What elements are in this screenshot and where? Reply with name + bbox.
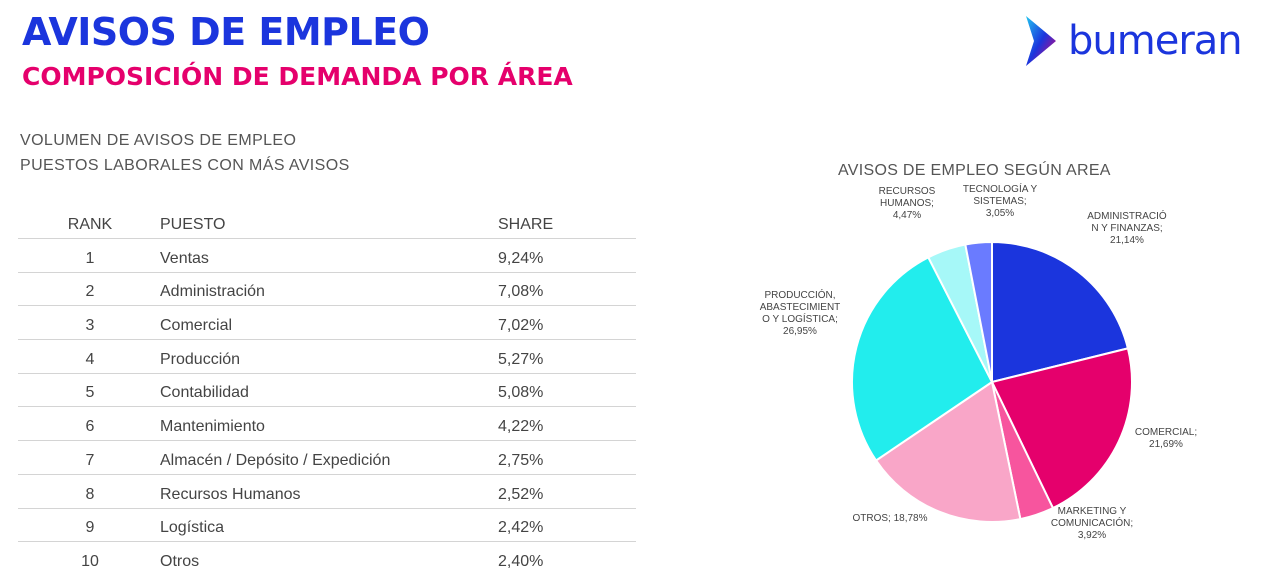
bumeran-logo: bumeran xyxy=(1020,12,1280,72)
pie-label-line: SISTEMAS; xyxy=(973,196,1027,207)
table-row: 3 Comercial 7,02% xyxy=(18,306,636,341)
puesto-cell: Recursos Humanos xyxy=(160,485,301,503)
share-cell: 2,42% xyxy=(498,519,544,537)
pie-slice-label: ADMINISTRACIÓ N Y FINANZAS; 21,14% xyxy=(1067,211,1187,247)
puesto-cell: Logística xyxy=(160,519,225,537)
pie-label-line: N Y FINANZAS; xyxy=(1091,223,1163,234)
rank-cell: 5 xyxy=(85,384,95,402)
puesto-cell: Ventas xyxy=(160,249,209,267)
rank-cell: 4 xyxy=(85,350,95,368)
table-row: 5 Contabilidad 5,08% xyxy=(18,374,636,408)
header-puesto: PUESTO xyxy=(160,216,226,233)
pie-label-line: 21,14% xyxy=(1110,235,1144,246)
rank-cell: 10 xyxy=(81,552,99,570)
rank-cell: 7 xyxy=(85,451,95,469)
pie-slice xyxy=(874,380,1022,523)
pie-label-line: ADMINISTRACIÓ xyxy=(1087,211,1167,222)
share-cell: 9,24% xyxy=(498,249,544,267)
pie-slice xyxy=(990,347,1133,510)
rank-cell: 1 xyxy=(85,249,95,267)
rank-cell: 3 xyxy=(85,317,95,335)
pie-slice-label: MARKETING Y COMUNICACIÓN; 3,92% xyxy=(1032,506,1152,542)
share-cell: 7,02% xyxy=(498,317,544,335)
section-label-volume: VOLUMEN DE AVISOS DE EMPLEO xyxy=(20,132,297,149)
ranking-table: RANK PUESTO SHARE 1 Ventas 9,24% 2 Admin… xyxy=(18,212,636,575)
pie-slice-label: TECNOLOGÍA Y SISTEMAS; 3,05% xyxy=(940,184,1060,220)
header-rank: RANK xyxy=(67,216,113,233)
puesto-cell: Mantenimiento xyxy=(160,418,265,436)
pie-slice-label: RECURSOS HUMANOS; 4,47% xyxy=(847,186,967,222)
boomerang-icon xyxy=(1026,16,1056,66)
share-cell: 2,75% xyxy=(498,451,544,469)
pie-label-line: COMERCIAL; xyxy=(1134,427,1198,438)
table-row: 8 Recursos Humanos 2,52% xyxy=(18,475,636,509)
pie-label-line: 26,95% xyxy=(783,326,817,337)
page-title: AVISOS DE EMPLEO xyxy=(22,10,430,54)
share-cell: 2,40% xyxy=(498,552,544,570)
puesto-cell: Administración xyxy=(160,283,265,301)
header-share: SHARE xyxy=(498,216,554,233)
rank-cell: 8 xyxy=(85,485,95,503)
share-cell: 5,27% xyxy=(498,350,544,368)
pie-slice xyxy=(991,240,1130,384)
table-row: 1 Ventas 9,24% xyxy=(18,239,636,273)
table-row: 4 Producción 5,27% xyxy=(18,340,636,374)
page-subtitle: COMPOSICIÓN DE DEMANDA POR ÁREA xyxy=(22,62,573,91)
pie-chart-title: AVISOS DE EMPLEO SEGÚN AREA xyxy=(838,162,1111,179)
pie-label-line: RECURSOS xyxy=(878,186,936,197)
pie-slice-label: PRODUCCIÓN, ABASTECIMIENT O Y LOGÍSTICA; 26… xyxy=(740,290,860,338)
pie-label-line: 21,69% xyxy=(1149,439,1183,450)
table-row: 2 Administración 7,08% xyxy=(18,273,636,307)
pie-label-line: TECNOLOGÍA Y xyxy=(962,184,1038,195)
section-label-positions: PUESTOS LABORALES CON MÁS AVISOS xyxy=(20,157,350,174)
share-cell: 2,52% xyxy=(498,485,544,503)
pie-label-line: MARKETING Y xyxy=(1057,506,1127,517)
table-header: RANK PUESTO SHARE xyxy=(18,212,636,239)
rank-cell: 6 xyxy=(85,418,95,436)
pie-label-line: 3,05% xyxy=(985,208,1015,219)
table-row: 7 Almacén / Depósito / Expedición 2,75% xyxy=(18,441,636,475)
pie-label-line: OTROS; 18,78% xyxy=(852,513,928,524)
pie-slice xyxy=(964,240,993,383)
table-row: 6 Mantenimiento 4,22% xyxy=(18,407,636,442)
rank-cell: 9 xyxy=(85,519,95,537)
pie-slice-label: COMERCIAL; 21,69% xyxy=(1106,427,1226,451)
pie-label-line: COMUNICACIÓN; xyxy=(1050,518,1134,529)
share-cell: 4,22% xyxy=(498,418,544,436)
pie-label-line: HUMANOS; xyxy=(880,198,934,209)
pie-label-line: PRODUCCIÓN, xyxy=(764,290,836,301)
puesto-cell: Comercial xyxy=(160,317,233,335)
table-row: 9 Logística 2,42% xyxy=(18,509,636,543)
puesto-cell: Otros xyxy=(160,552,200,570)
puesto-cell: Contabilidad xyxy=(160,384,249,402)
table-row: 10 Otros 2,40% xyxy=(18,542,636,575)
pie-label-line: O Y LOGÍSTICA; xyxy=(762,314,838,325)
puesto-cell: Almacén / Depósito / Expedición xyxy=(160,451,391,469)
share-cell: 7,08% xyxy=(498,283,544,301)
share-cell: 5,08% xyxy=(498,384,544,402)
pie-slice-label: OTROS; 18,78% xyxy=(830,513,950,525)
pie-label-line: ABASTECIMIENT xyxy=(759,302,841,313)
rank-cell: 2 xyxy=(85,283,95,301)
pie-label-line: 3,92% xyxy=(1077,530,1107,541)
pie-label-line: 4,47% xyxy=(892,210,922,221)
pie-slice xyxy=(851,255,994,462)
puesto-cell: Producción xyxy=(160,350,241,368)
brand-name: bumeran xyxy=(1068,18,1243,64)
